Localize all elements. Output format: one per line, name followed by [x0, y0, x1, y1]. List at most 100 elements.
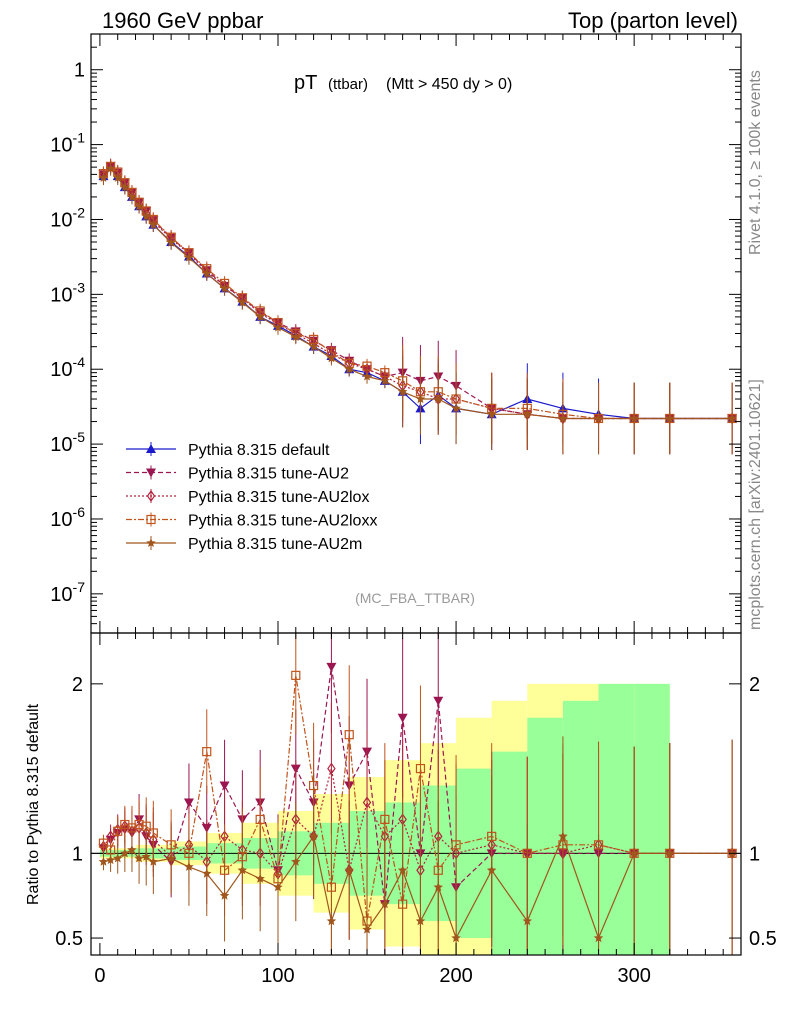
- axes-frames: 10-710-610-510-410-310-210-110.5 0.51 12 20…: [50, 33, 777, 987]
- xtick-label: 300: [617, 965, 650, 987]
- ratio-point: [219, 890, 230, 900]
- main-point: [397, 386, 408, 396]
- main-point: [433, 394, 443, 404]
- band-green: [562, 700, 599, 955]
- legend-marker: [146, 444, 156, 453]
- ratio-point: [255, 873, 265, 883]
- main-point: [415, 394, 426, 404]
- ratio-ytick-label-left: 2: [72, 674, 83, 696]
- main-point: [522, 409, 533, 419]
- ratio-point: [558, 831, 568, 841]
- legend-entry-0: Pythia 8.315 default: [126, 442, 330, 459]
- ratio-point: [127, 844, 137, 854]
- ratio-point: [113, 826, 123, 836]
- main-point: [148, 219, 159, 229]
- main-point: [362, 371, 372, 381]
- ratio-point: [219, 781, 230, 791]
- ratio-point: [362, 924, 372, 934]
- main-point: [134, 201, 144, 211]
- header-left: 1960 GeV ppbar: [102, 8, 263, 33]
- ratio-ytick-label-left: 0.5: [55, 928, 83, 950]
- ratio-point: [120, 848, 130, 858]
- legend-marker: [146, 489, 156, 503]
- ratio-point: [451, 933, 461, 943]
- ratio-point: [380, 899, 390, 909]
- ratio-point: [120, 819, 130, 830]
- main-point: [593, 413, 604, 423]
- xtick-label: 100: [261, 965, 294, 987]
- plot-title-main: pT: [294, 72, 317, 94]
- ratio-point: [380, 814, 390, 825]
- analysis-tag: (MC_FBA_TTBAR): [355, 590, 475, 606]
- ratio-ytick-label-right: 1: [749, 843, 760, 865]
- main-point: [380, 375, 390, 385]
- ratio-point: [433, 696, 444, 706]
- main-line-3: [103, 165, 733, 420]
- main-point: [629, 413, 639, 423]
- ratio-point: [486, 865, 497, 875]
- main-ytick-label: 10-2: [50, 204, 85, 231]
- ratio-point: [134, 853, 144, 863]
- plot-title-cut: (Mtt > 450 dy > 0): [386, 76, 512, 93]
- rivet-label: Rivet 4.1.0, ≥ 100k events: [747, 70, 764, 255]
- legend-marker: [146, 468, 156, 478]
- plot-title: pT (ttbar) (Mtt > 450 dy > 0): [294, 72, 512, 94]
- ratio-point: [202, 868, 212, 878]
- legend-label: Pythia 8.315 default: [188, 442, 330, 459]
- main-point: [558, 413, 568, 423]
- ratio-series-3: [98, 736, 737, 955]
- legend: Pythia 8.315 default Pythia 8.315 tune-AU…: [126, 442, 377, 553]
- main-ytick-label: 10-6: [50, 504, 85, 531]
- main-panel-series: [98, 158, 738, 455]
- main-point: [202, 268, 212, 278]
- main-point: [273, 322, 283, 332]
- ratio-point: [326, 662, 337, 672]
- main-point: [98, 172, 109, 182]
- xtick-label: 200: [439, 965, 472, 987]
- ratio-line-0: [103, 666, 733, 905]
- legend-entry-1: Pythia 8.315 tune-AU2: [126, 465, 349, 483]
- mcplots-label: mcplots.cern.ch [arXiv:2401.10621]: [747, 379, 764, 630]
- main-ytick-label: 10-5: [50, 429, 85, 456]
- ratio-point: [255, 814, 265, 825]
- xtick-label: 0: [94, 965, 105, 987]
- ratio-point: [397, 713, 408, 723]
- ratio-ylabel: Ratio to Pythia 8.315 default: [25, 703, 42, 905]
- band-green: [527, 717, 563, 955]
- ratio-point: [166, 853, 176, 863]
- ratio-ytick-label-right: 0.5: [749, 928, 777, 950]
- ratio-line-2: [103, 675, 733, 922]
- main-point: [219, 283, 230, 293]
- ratio-point: [183, 798, 194, 808]
- ratio-point: [148, 856, 159, 866]
- band-green: [634, 683, 670, 955]
- legend-marker: [146, 538, 156, 547]
- ratio-point: [629, 848, 639, 858]
- main-point: [166, 237, 176, 247]
- ratio-point: [415, 916, 426, 926]
- ratio-point: [98, 856, 109, 866]
- header-right: Top (parton level): [568, 8, 738, 33]
- main-ytick-label: 10-7: [50, 579, 85, 606]
- legend-entry-3: Pythia 8.315 tune-AU2loxx: [126, 512, 377, 530]
- legend-label: Pythia 8.315 tune-AU2lox: [188, 489, 369, 506]
- legend-entry-2: Pythia 8.315 tune-AU2lox: [126, 489, 369, 506]
- main-series-4: [98, 161, 737, 455]
- ratio-point: [433, 882, 443, 892]
- main-point: [120, 182, 130, 192]
- legend-label: Pythia 8.315 tune-AU2: [188, 466, 349, 483]
- band-green: [598, 683, 635, 955]
- ratio-point: [308, 831, 319, 841]
- ratio-point: [522, 916, 533, 926]
- plot-title-sub: (ttbar): [328, 76, 368, 93]
- ratio-point: [665, 848, 675, 858]
- ratio-point: [141, 851, 151, 861]
- ratio-point: [326, 916, 337, 926]
- legend-label: Pythia 8.315 tune-AU2loxx: [188, 513, 377, 530]
- ratio-frame: [90, 632, 742, 956]
- ratio-point: [397, 865, 408, 875]
- main-point: [727, 413, 737, 423]
- ratio-ytick-label-left: 1: [72, 843, 83, 865]
- ratio-point: [415, 763, 426, 774]
- ratio-point: [291, 670, 301, 680]
